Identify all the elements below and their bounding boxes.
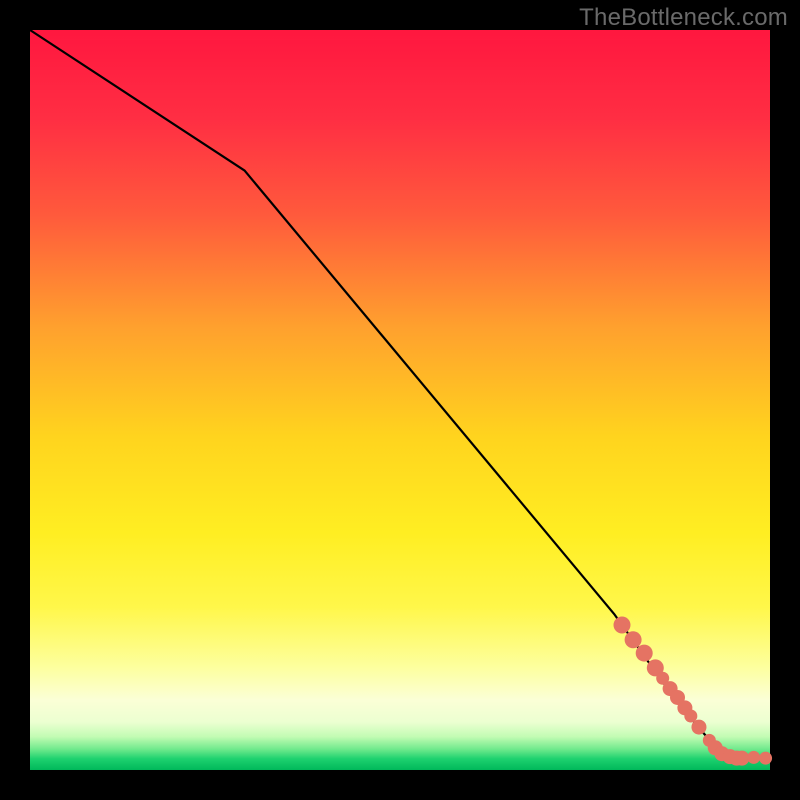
data-point: [747, 751, 760, 764]
data-point: [636, 645, 653, 662]
data-point: [625, 631, 642, 648]
bottleneck-heat-curve: [0, 0, 800, 800]
data-point: [691, 720, 706, 735]
data-point: [759, 752, 772, 765]
chart-root: TheBottleneck.com: [0, 0, 800, 800]
data-point: [734, 751, 749, 766]
watermark-text: TheBottleneck.com: [579, 4, 788, 32]
data-point: [614, 616, 631, 633]
